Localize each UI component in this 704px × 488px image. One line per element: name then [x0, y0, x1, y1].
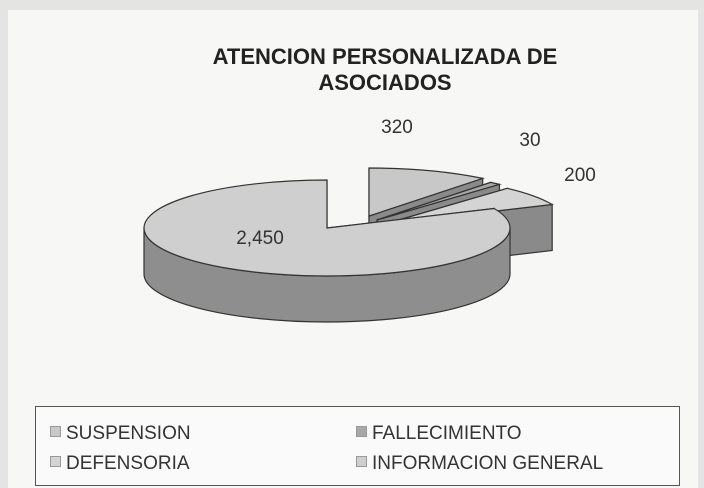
legend-swatch: [356, 426, 367, 437]
chart-title: ATENCION PERSONALIZADA DE ASOCIADOS: [212, 44, 558, 95]
slice-top: [376, 181, 502, 221]
legend-item: DEFENSORIA: [50, 453, 190, 475]
legend-item: SUSPENSION: [50, 423, 191, 445]
data-label: 320: [381, 117, 413, 138]
legend-swatch: [356, 456, 367, 467]
legend: SUSPENSION FALLECIMIENTO DEFENSORIA INFORMA…: [35, 406, 680, 486]
legend-swatch: [50, 456, 61, 467]
legend-label: INFORMACION GENERAL: [372, 453, 604, 474]
legend-item: INFORMACION GENERAL: [356, 453, 603, 475]
legend-swatch: [50, 426, 61, 437]
data-label: 200: [564, 165, 596, 186]
slice-top: [368, 167, 485, 217]
data-label: 2,450: [236, 228, 284, 249]
legend-item: FALLECIMIENTO: [356, 423, 522, 445]
pie-slice: [143, 179, 511, 323]
slice-top: [384, 187, 555, 225]
legend-label: FALLECIMIENTO: [372, 423, 522, 444]
slice-top: [143, 179, 511, 277]
legend-label: DEFENSORIA: [66, 453, 190, 474]
data-label: 30: [519, 130, 540, 151]
legend-label: SUSPENSION: [66, 423, 191, 444]
